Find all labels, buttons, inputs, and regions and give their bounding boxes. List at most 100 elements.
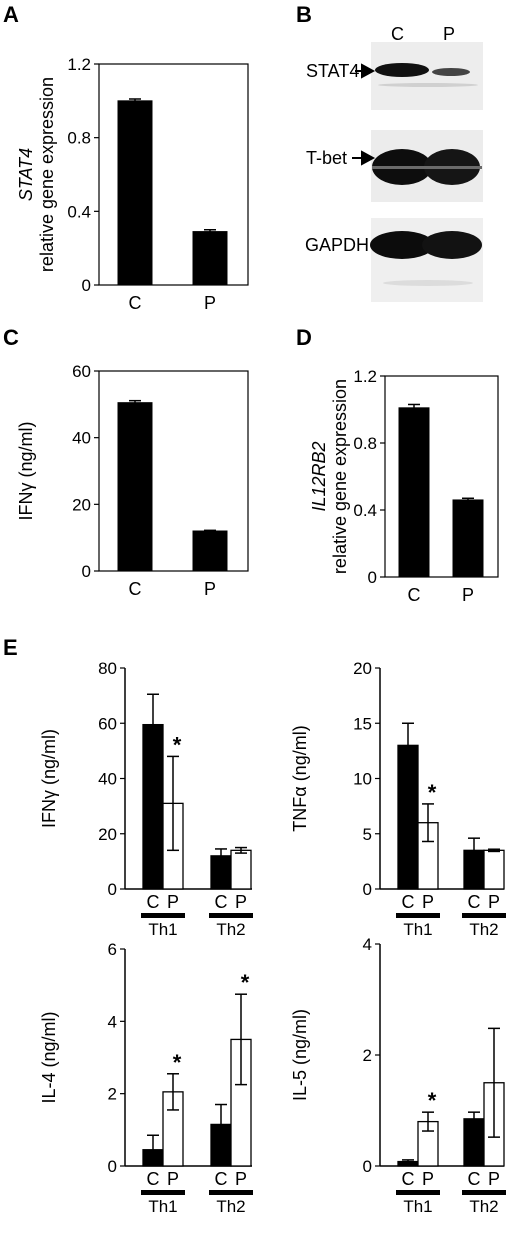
chart-e1-category-label: P xyxy=(167,892,179,912)
chart-e2-ytick-label: 10 xyxy=(353,770,372,789)
chart-e1-ytick-label: 0 xyxy=(108,880,117,899)
chart-e2-category-label: P xyxy=(488,892,500,912)
chart-e3-group-bar xyxy=(209,1190,253,1195)
chart-c-bar xyxy=(192,530,228,572)
blot-strip-gapdh xyxy=(371,218,483,302)
chart-e3-group-bar xyxy=(141,1190,185,1195)
chart-e3-category-label: C xyxy=(215,1169,228,1189)
chart-a-category-label: C xyxy=(129,293,142,313)
chart-e3-category-label: P xyxy=(167,1169,179,1189)
panel-label-b: B xyxy=(296,2,312,27)
chart-e3-ytick-label: 6 xyxy=(108,940,117,959)
chart-e4-significance-star: * xyxy=(428,1088,437,1113)
chart-e3-category-label: P xyxy=(235,1169,247,1189)
blot-band-stat4-faint xyxy=(378,83,478,87)
chart-a-ytick-label: 1.2 xyxy=(67,55,91,74)
chart-d-bar xyxy=(452,499,484,578)
chart-d-ylabel: relative gene expression xyxy=(330,379,350,574)
chart-e1-category-label: P xyxy=(235,892,247,912)
blot-band-tbet-gap xyxy=(372,166,482,169)
chart-c-ytick-label: 20 xyxy=(72,495,91,514)
chart-e3-ytick-label: 2 xyxy=(108,1085,117,1104)
chart-e4-category-label: P xyxy=(488,1169,500,1189)
chart-c-ylabel: IFNγ (ng/ml) xyxy=(16,422,36,521)
charts-layer: 0 0.4 0.8 1.2 STAT4 relative gene expression C… xyxy=(16,55,506,1216)
chart-e4-category-label: C xyxy=(402,1169,415,1189)
western-blot: C P STAT4 T-bet GAPDH xyxy=(305,24,483,302)
chart-e4-category-label: C xyxy=(468,1169,481,1189)
chart-e3-ytick-label: 4 xyxy=(108,1012,117,1031)
chart-e4-ylabel: IL-5 (ng/ml) xyxy=(290,1009,310,1101)
blot-label-tbet: T-bet xyxy=(306,148,347,168)
blot-lane-label-p: P xyxy=(443,24,455,44)
chart-e2-ytick-label: 15 xyxy=(353,714,372,733)
chart-a-ytick-label: 0 xyxy=(82,276,91,295)
chart-e4-group-label: Th2 xyxy=(469,1197,498,1216)
chart-a-bar xyxy=(117,100,153,286)
chart-e4-ytick-label: 0 xyxy=(363,1157,372,1176)
chart-e1-category-label: C xyxy=(147,892,160,912)
chart-c-ytick-label: 60 xyxy=(72,362,91,381)
chart-e1-category-label: C xyxy=(215,892,228,912)
chart-c-bar xyxy=(117,402,153,572)
chart-e2-ytick-label: 20 xyxy=(353,659,372,678)
chart-d-ytick-label: 1.2 xyxy=(353,367,377,386)
blot-lane-label-c: C xyxy=(391,24,404,44)
chart-e3: 0 2 4 6 IL-4 (ng/ml) C * P Th1 C * P Th2 xyxy=(39,940,253,1216)
chart-e1-group-label: Th1 xyxy=(148,920,177,939)
blot-arrow-tbet xyxy=(352,150,376,166)
panel-label-a: A xyxy=(3,2,19,27)
blot-arrow-stat4 xyxy=(355,63,376,79)
chart-e3-group-label: Th1 xyxy=(148,1197,177,1216)
chart-e1-group-bar xyxy=(141,913,185,918)
chart-e2-ytick-label: 5 xyxy=(363,825,372,844)
chart-a-frame xyxy=(98,63,249,286)
chart-e2-group-label: Th2 xyxy=(469,920,498,939)
chart-e3-ytick-label: 0 xyxy=(108,1157,117,1176)
chart-d-bar xyxy=(398,407,430,578)
chart-e2-category-label: C xyxy=(402,892,415,912)
chart-e2-ytick-label: 0 xyxy=(363,880,372,899)
chart-c-category-label: P xyxy=(204,579,216,599)
chart-e3-group-label: Th2 xyxy=(216,1197,245,1216)
chart-a-ylabel-gene: STAT4 xyxy=(16,148,36,201)
chart-d-ytick-label: 0.8 xyxy=(353,434,377,453)
chart-c-ytick-label: 0 xyxy=(82,562,91,581)
chart-e2-significance-star: * xyxy=(428,780,437,805)
chart-a-ytick-label: 0.8 xyxy=(67,129,91,148)
blot-band-gapdh-faint xyxy=(383,280,473,286)
chart-c-frame xyxy=(98,370,249,572)
chart-d-ytick-label: 0.4 xyxy=(353,501,377,520)
chart-e4-ytick-label: 4 xyxy=(363,935,372,954)
blot-label-gapdh: GAPDH xyxy=(305,235,369,255)
chart-e4-ytick-label: 2 xyxy=(363,1046,372,1065)
chart-a-category-label: P xyxy=(204,293,216,313)
chart-e3-ylabel: IL-4 (ng/ml) xyxy=(39,1011,59,1103)
chart-e2-ylabel: TNFα (ng/ml) xyxy=(290,725,310,831)
chart-a-bar xyxy=(192,231,228,286)
chart-e2-group-label: Th1 xyxy=(403,920,432,939)
chart-e1-group-bar xyxy=(209,913,253,918)
chart-e2-bar xyxy=(483,849,505,890)
chart-c-ytick-label: 40 xyxy=(72,429,91,448)
chart-d-category-label: P xyxy=(462,585,474,605)
chart-e2-group-bar xyxy=(462,913,506,918)
chart-e3-significance-star: * xyxy=(241,970,250,995)
chart-c: 0 20 40 60 IFNγ (ng/ml) C P xyxy=(16,362,249,599)
chart-e2-category-label: C xyxy=(468,892,481,912)
blot-band-stat4-c xyxy=(375,63,429,77)
chart-e1-significance-star: * xyxy=(173,732,182,757)
chart-e2-category-label: P xyxy=(422,892,434,912)
chart-e4-group-label: Th1 xyxy=(403,1197,432,1216)
chart-e1-group-label: Th2 xyxy=(216,920,245,939)
chart-e4-group-bar xyxy=(396,1190,440,1195)
chart-a-ytick-label: 0.4 xyxy=(67,202,91,221)
blot-band-gapdh-p xyxy=(422,231,482,259)
chart-d: 0 0.4 0.8 1.2 IL12RB2 relative gene expressio… xyxy=(309,367,499,605)
chart-e3-significance-star: * xyxy=(173,1050,182,1075)
chart-d-frame xyxy=(384,375,499,578)
panel-label-d: D xyxy=(296,325,312,350)
chart-e1-ytick-label: 40 xyxy=(98,770,117,789)
